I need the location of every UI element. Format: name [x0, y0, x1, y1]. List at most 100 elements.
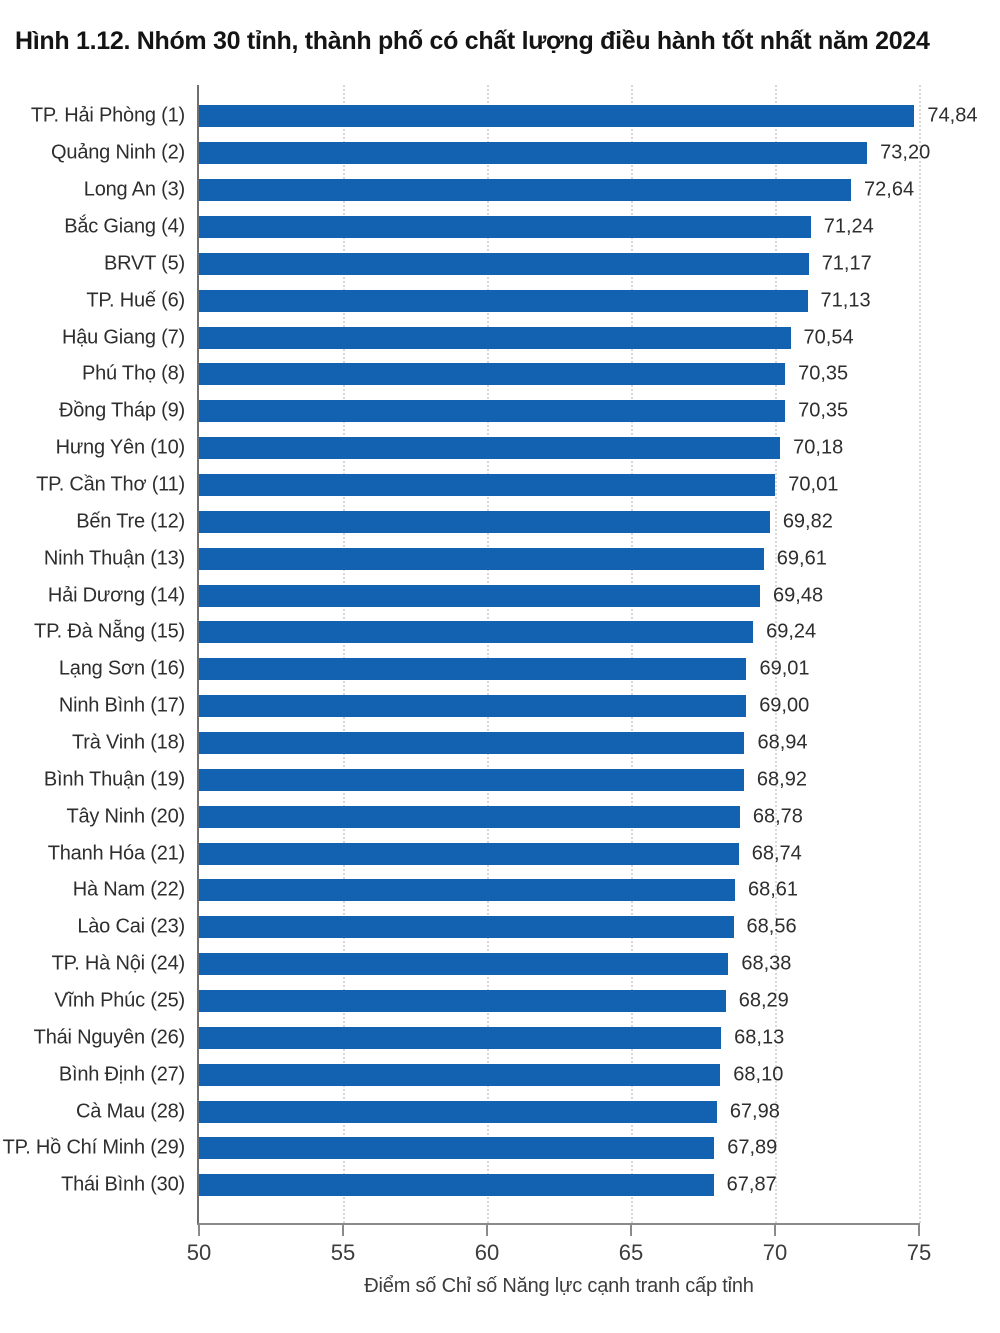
bar: 68,61 [199, 879, 798, 902]
category-label: Vĩnh Phúc (25) [54, 989, 185, 1012]
chart-row: Thái Bình (30) 67,87 [61, 1167, 919, 1204]
gridline-75 [919, 85, 921, 1223]
bar: 69,61 [199, 547, 827, 570]
category-label: Hà Nam (22) [72, 878, 185, 901]
chart-row: Bình Thuận (19) 68,92 [44, 761, 919, 798]
value-label: 68,29 [738, 989, 789, 1012]
chart-row: Cà Mau (28) 67,98 [76, 1093, 919, 1130]
value-label: 70,35 [798, 399, 849, 422]
chart-row: Hải Dương (14) 69,48 [48, 577, 919, 614]
bar: 69,24 [199, 621, 816, 644]
category-label: Ninh Bình (17) [58, 694, 185, 717]
value-label: 71,13 [820, 289, 871, 312]
bar: 67,89 [199, 1137, 777, 1160]
x-tick-65 [630, 1223, 632, 1236]
value-label: 71,17 [821, 252, 872, 275]
value-label: 67,89 [727, 1136, 778, 1159]
bar: 74,84 [199, 105, 977, 128]
chart-row: Tây Ninh (20) 68,78 [66, 798, 919, 835]
category-label: Ninh Thuận (13) [43, 547, 185, 570]
bar: 67,87 [199, 1174, 777, 1197]
value-label: 67,98 [729, 1100, 780, 1123]
x-tick-75 [918, 1223, 920, 1236]
category-label: Quảng Ninh (2) [51, 141, 185, 164]
value-label: 69,82 [782, 510, 833, 533]
value-label: 69,48 [773, 584, 824, 607]
x-tick-70 [774, 1223, 776, 1236]
bar: 71,13 [199, 289, 871, 312]
chart-row: TP. Huế (6) 71,13 [86, 282, 919, 319]
bar: 73,20 [199, 142, 930, 165]
gridline-65 [631, 85, 633, 1223]
value-label: 68,61 [747, 878, 799, 901]
category-label: TP. Cần Thơ (11) [36, 473, 185, 496]
chart-row: Hà Nam (22) 68,61 [73, 872, 919, 909]
x-tick-label-65: 65 [618, 1240, 644, 1265]
chart-row: TP. Cần Thơ (11) 70,01 [36, 467, 919, 504]
chart-row: Ninh Thuận (13) 69,61 [44, 540, 919, 577]
chart-title: Hình 1.12. Nhóm 30 tỉnh, thành phố có ch… [15, 27, 930, 55]
bar: 67,98 [199, 1100, 780, 1123]
bar: 68,94 [199, 732, 808, 755]
bar: 70,01 [199, 474, 838, 497]
value-label: 68,94 [757, 731, 808, 754]
value-label: 70,01 [788, 473, 839, 496]
category-label: Lạng Sơn (16) [58, 657, 185, 680]
chart-row: Thanh Hóa (21) 68,74 [48, 835, 919, 872]
chart-row: TP. Hồ Chí Minh (29) 67,89 [3, 1130, 919, 1167]
category-label: Phú Thọ (8) [81, 362, 185, 385]
bar: 68,92 [199, 768, 807, 791]
bar: 68,78 [199, 805, 803, 828]
chart-row: TP. Hà Nội (24) 68,38 [52, 946, 919, 983]
bar: 68,74 [199, 842, 802, 865]
bar: 70,18 [199, 437, 843, 460]
chart-row: Hưng Yên (10) 70,18 [56, 430, 919, 467]
chart-row: Vĩnh Phúc (25) 68,29 [54, 983, 919, 1020]
value-label: 70,18 [793, 436, 844, 459]
x-tick-55 [342, 1223, 344, 1236]
bar: 68,10 [199, 1063, 783, 1086]
plot-area: TP. Hải Phòng (1) 74,84 Quảng Ninh (2) 73,2… [3, 85, 977, 1297]
x-tick-60 [486, 1223, 488, 1236]
value-label: 68,56 [746, 915, 797, 938]
value-label: 68,10 [733, 1063, 784, 1086]
x-tick-label-50: 50 [186, 1240, 212, 1265]
chart-row: Đồng Tháp (9) 70,35 [59, 393, 919, 430]
category-label: Long An (3) [83, 178, 185, 201]
value-label: 69,01 [759, 657, 810, 680]
category-label: Tây Ninh (20) [66, 805, 185, 828]
bar: 68,38 [199, 953, 791, 976]
gridline-55 [343, 85, 345, 1223]
chart-row: BRVT (5) 71,17 [104, 245, 919, 282]
bar: 69,01 [199, 658, 810, 681]
bar: 68,56 [199, 916, 797, 939]
bar: 71,17 [199, 252, 872, 275]
value-label: 69,24 [766, 620, 817, 643]
category-label: Thái Bình (30) [61, 1173, 185, 1196]
value-label: 69,00 [759, 694, 810, 717]
category-label: Hưng Yên (10) [55, 436, 186, 459]
value-label: 74,84 [927, 104, 978, 127]
bar: 72,64 [199, 179, 914, 202]
chart-row: Quảng Ninh (2) 73,20 [51, 135, 930, 172]
category-label: Thái Nguyên (26) [33, 1026, 186, 1049]
value-label: 69,61 [776, 547, 827, 570]
chart-row: Ninh Bình (17) 69,00 [59, 688, 919, 725]
gridline-60 [487, 85, 489, 1223]
x-tick-label-60: 60 [474, 1240, 500, 1265]
chart-row: Thái Nguyên (26) 68,13 [34, 1019, 919, 1056]
category-label: TP. Hải Phòng (1) [30, 104, 185, 127]
gridline-70 [775, 85, 777, 1223]
category-label: Bình Định (27) [58, 1063, 185, 1086]
value-label: 70,54 [803, 326, 854, 349]
chart-row: TP. Đà Nẵng (15) 69,24 [34, 614, 919, 651]
chart-row: Bình Định (27) 68,10 [59, 1056, 919, 1093]
bar: 70,35 [199, 363, 848, 386]
chart-row: Phú Thọ (8) 70,35 [82, 356, 919, 393]
category-label: TP. Đà Nẵng (15) [34, 620, 185, 643]
category-label: TP. Hà Nội (24) [51, 952, 186, 975]
value-label: 73,20 [880, 141, 931, 164]
category-label: BRVT (5) [103, 252, 185, 275]
x-tick-50 [198, 1223, 200, 1236]
